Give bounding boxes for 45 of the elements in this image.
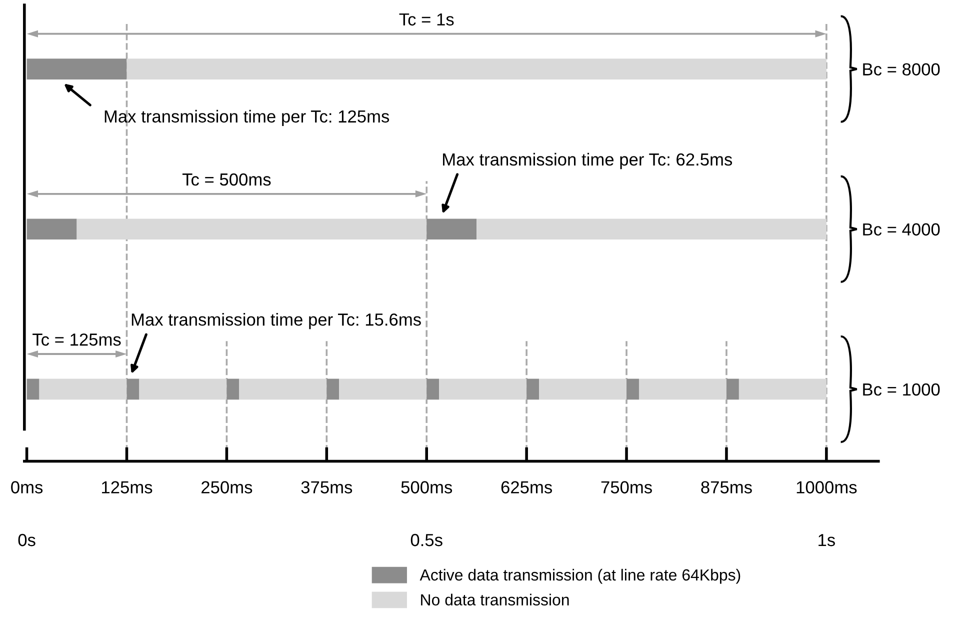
y-tick-label: Bc = 8000 (863, 63, 940, 76)
annotation: Max transmission time per Tc: 15.6ms (132, 312, 421, 330)
bar (476, 218, 826, 240)
bar (26, 218, 77, 240)
x-tick-label: 0ms (11, 481, 43, 494)
annotation: Tc = 125ms (32, 333, 121, 346)
y-tick-label: Bc = 4000 (863, 223, 940, 236)
bar (426, 378, 440, 400)
x-tick-label: 250ms (202, 481, 252, 494)
bar (26, 378, 40, 400)
bar (39, 378, 127, 400)
annotation: Max transmission time per Tc: 125ms (104, 110, 390, 126)
bar (126, 378, 140, 400)
bar (439, 378, 527, 400)
x-tick-label: 500ms (401, 481, 452, 494)
x2-tick-label: 1s (818, 534, 835, 546)
bar (539, 378, 627, 400)
y-tick-label: Bc = 1000 (863, 383, 940, 396)
bar (626, 378, 639, 400)
bar (339, 378, 427, 400)
x2-tick-label: 0s (18, 534, 36, 546)
bar (526, 378, 540, 400)
x-tick-label: 125ms (102, 481, 152, 494)
bar (326, 378, 340, 400)
bar (76, 218, 427, 240)
legend-label: Active data transmission (at line rate 64Kbps) (420, 568, 740, 584)
bar (638, 378, 726, 400)
bar (426, 218, 477, 240)
x-tick-label: 875ms (701, 481, 752, 494)
annotation: Tc = 1s (399, 13, 454, 26)
x-tick-label: 625ms (501, 481, 552, 494)
x2-tick-label: 0.5s (410, 534, 442, 546)
bar (239, 378, 327, 400)
x-tick-label: 375ms (301, 481, 352, 494)
bar (226, 378, 240, 400)
bar (738, 378, 826, 400)
bar (139, 378, 227, 400)
x-tick-label: 1000ms (796, 481, 857, 494)
bar (726, 378, 739, 400)
annotation: Max transmission time per Tc: 62.5ms (443, 152, 732, 170)
bar (26, 58, 127, 80)
x-tick-label: 750ms (601, 481, 652, 494)
annotation: Tc = 500ms (182, 173, 271, 186)
bar (126, 58, 826, 80)
legend-label: No data transmission (421, 594, 569, 606)
